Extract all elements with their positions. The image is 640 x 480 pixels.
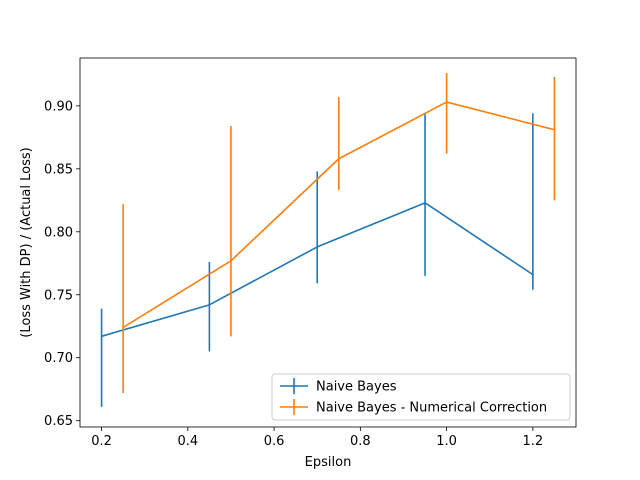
data-point — [100, 335, 103, 338]
x-tick-label: 0.4 — [177, 434, 198, 449]
axes-layer: 0.2 0.4 0.6 0.8 1.0 1.2 0.65 0.70 0.75 0.80 0.85 0.… — [44, 57, 577, 449]
data-point — [532, 273, 534, 276]
y-tick-label: 0.80 — [44, 225, 73, 240]
legend-entry-2: Naive Bayes - Numerical Correction — [280, 399, 547, 416]
y-tick-label: 0.75 — [44, 288, 73, 303]
x-tick-label: 0.8 — [350, 434, 371, 449]
x-tick-label: 0.6 — [264, 434, 285, 449]
data-point — [316, 246, 319, 248]
data-point — [337, 157, 340, 160]
legend-label: Naive Bayes — [316, 380, 397, 395]
y-tick-label: 0.85 — [44, 162, 73, 177]
series-1 — [100, 113, 534, 407]
x-axis-label: Epsilon — [305, 455, 352, 470]
data-point — [230, 259, 232, 262]
series-2 — [122, 73, 556, 393]
x-tick-label: 0.2 — [91, 434, 112, 449]
y-axis-label: (Loss With DP) / (Actual Loss) — [19, 147, 34, 337]
data-point — [445, 101, 448, 103]
data-point — [424, 202, 426, 204]
y-tick-label: 0.70 — [44, 351, 73, 366]
y-tick-label: 0.65 — [44, 414, 73, 429]
legend-label: Naive Bayes - Numerical Correction — [316, 401, 547, 416]
y-tick-label: 0.90 — [44, 99, 73, 114]
data-point — [208, 304, 211, 306]
legend-box — [271, 373, 571, 421]
axes-frame — [79, 57, 577, 428]
data-point — [122, 326, 124, 329]
x-tick-label: 1.0 — [436, 434, 457, 449]
x-tick-label: 1.2 — [523, 434, 544, 449]
legend: Naive Bayes Naive Bayes - Numerical Corre… — [271, 373, 571, 421]
data-point — [553, 128, 556, 131]
series-layer — [100, 73, 556, 407]
legend-entry-1: Naive Bayes — [280, 378, 397, 395]
